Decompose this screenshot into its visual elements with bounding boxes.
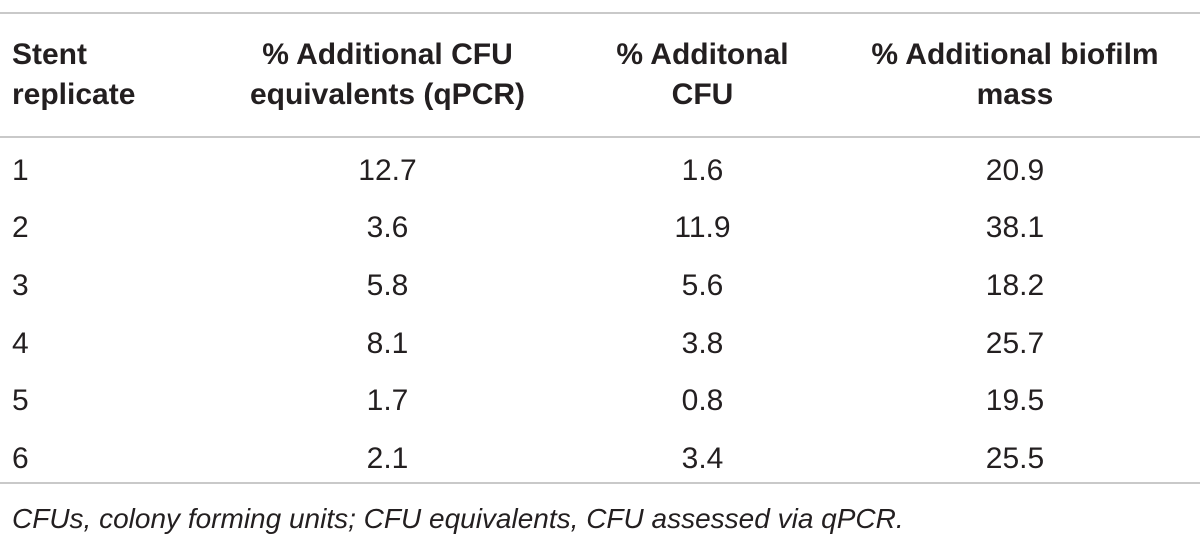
table-footnote: CFUs, colony forming units; CFU equivale… [12, 503, 904, 534]
cell-replicate: 3 [12, 268, 29, 302]
cell-replicate: 4 [12, 326, 29, 360]
header-line: equivalents (qPCR) [249, 78, 526, 111]
cell-additional-cfu: 11.9 [674, 211, 731, 245]
table-row: 4 8.1 3.8 25.7 [0, 315, 1200, 373]
cell-replicate: 6 [12, 441, 29, 475]
top-rule [0, 12, 1200, 14]
cell-biofilm-mass: 19.5 [985, 384, 1045, 418]
header-additional-cfu: % Additonal CFU [575, 14, 830, 136]
header-line: replicate [12, 78, 136, 111]
cell-cfu-equivalents: 3.6 [366, 211, 409, 245]
header-rule [0, 136, 1200, 138]
header-line: % Additional CFU [262, 38, 513, 71]
header-line: mass [976, 78, 1054, 111]
bottom-rule [0, 482, 1200, 484]
header-line: Stent [12, 38, 87, 71]
cell-biofilm-mass: 25.5 [985, 441, 1045, 475]
header-biofilm-mass: % Additional biofilm mass [830, 14, 1200, 136]
cell-additional-cfu: 5.6 [681, 268, 724, 302]
cell-cfu-equivalents: 12.7 [358, 153, 417, 187]
cell-biofilm-mass: 38.1 [985, 211, 1045, 245]
cell-additional-cfu: 1.6 [681, 153, 724, 187]
cell-biofilm-mass: 25.7 [985, 326, 1045, 360]
cell-cfu-equivalents: 8.1 [366, 326, 409, 360]
table-row: 1 12.7 1.6 20.9 [0, 136, 1200, 200]
cell-cfu-equivalents: 2.1 [366, 441, 409, 475]
results-table: Stent replicate % Additional CFU equivalen… [0, 14, 1200, 488]
cell-biofilm-mass: 18.2 [985, 268, 1045, 302]
header-cfu-equivalents: % Additional CFU equivalents (qPCR) [200, 14, 575, 136]
cell-cfu-equivalents: 1.7 [366, 384, 409, 418]
table-row: 2 3.6 11.9 38.1 [0, 200, 1200, 258]
header-line: % Additonal [616, 38, 789, 71]
table-row: 5 1.7 0.8 19.5 [0, 372, 1200, 430]
cell-replicate: 2 [12, 211, 29, 245]
header-row: Stent replicate % Additional CFU equivalen… [0, 14, 1200, 136]
header-stent-replicate: Stent replicate [0, 14, 200, 136]
cell-biofilm-mass: 20.9 [985, 153, 1045, 187]
cell-cfu-equivalents: 5.8 [366, 268, 409, 302]
cell-additional-cfu: 3.8 [681, 326, 724, 360]
cell-replicate: 5 [12, 384, 29, 418]
table-row: 3 5.8 5.6 18.2 [0, 257, 1200, 315]
cell-replicate: 1 [12, 153, 29, 187]
cell-additional-cfu: 0.8 [681, 384, 724, 418]
cell-additional-cfu: 3.4 [681, 441, 724, 475]
header-line: % Additional biofilm [871, 38, 1159, 71]
header-line: CFU [671, 78, 734, 111]
table-row: 6 2.1 3.4 25.5 [0, 430, 1200, 488]
